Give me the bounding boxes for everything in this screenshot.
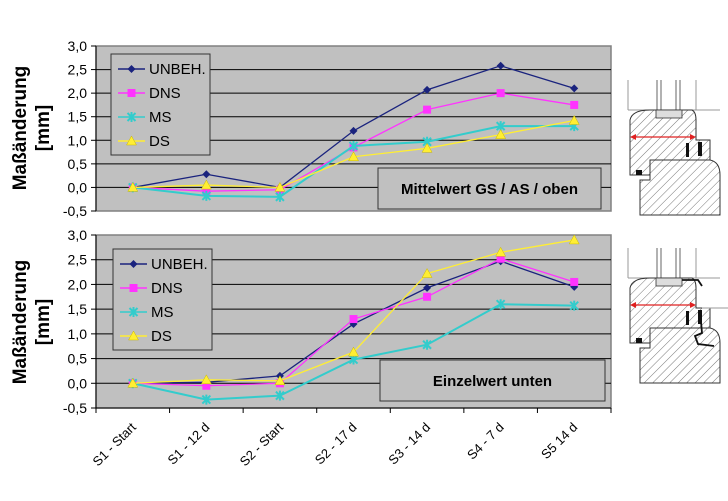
profile-drawing-bottom xyxy=(627,248,728,384)
y-tick-label: 0,5 xyxy=(68,351,88,367)
legend-item: MS xyxy=(151,304,174,321)
series-ms xyxy=(128,299,579,405)
legend-item: DNS xyxy=(151,280,183,297)
annotation-einzelwert: Einzelwert unten xyxy=(379,359,606,402)
series-ds xyxy=(127,114,580,192)
y-tick-label: 2,0 xyxy=(68,276,88,292)
legend-item: DS xyxy=(149,133,170,150)
y-tick-label: 1,0 xyxy=(68,132,88,148)
x-tick-label: S2 - 17 d xyxy=(312,420,360,468)
x-tick-label: S2 - Start xyxy=(237,419,287,469)
y-tick-label: 0,0 xyxy=(68,179,88,195)
y-tick-label: 1,5 xyxy=(68,109,88,125)
legend: UNBEH. DNS MS DS xyxy=(110,53,211,156)
y-tick-label: 3,0 xyxy=(68,227,88,243)
y-tick-label: 2,5 xyxy=(68,62,88,78)
y-tick-label: 1,0 xyxy=(68,326,88,342)
x-tick-label: S1 - Start xyxy=(89,419,139,469)
y-tick-label: -0,5 xyxy=(63,203,87,219)
legend-item: DS xyxy=(151,328,172,345)
legend-item: UNBEH. xyxy=(149,61,206,78)
series-ds xyxy=(127,234,580,388)
svg-text:Einzelwert unten: Einzelwert unten xyxy=(433,373,552,390)
profile-drawing-top xyxy=(627,80,721,216)
y-axis-label: Maßänderung [mm] xyxy=(10,66,54,191)
x-tick-label: S4 - 7 d xyxy=(464,420,507,463)
y-tick-label: 0,5 xyxy=(68,156,88,172)
y-tick-label: 2,5 xyxy=(68,252,88,268)
x-tick-label: S3 - 14 d xyxy=(385,420,433,468)
y-tick-label: 3,0 xyxy=(68,38,88,54)
y-tick-label: -0,5 xyxy=(63,400,87,416)
svg-text:Mittelwert GS / AS / oben: Mittelwert GS / AS / oben xyxy=(401,181,578,198)
legend-item: DNS xyxy=(149,85,181,102)
annotation-mittelwert: Mittelwert GS / AS / oben xyxy=(377,167,602,210)
x-tick-label: S5 14 d xyxy=(538,420,580,462)
legend-item: UNBEH. xyxy=(151,256,208,273)
legend: UNBEH. DNS MS DS xyxy=(112,248,213,351)
y-tick-label: 0,0 xyxy=(68,375,88,391)
y-tick-label: 2,0 xyxy=(68,85,88,101)
y-tick-label: 1,5 xyxy=(68,301,88,317)
x-tick-label: S1 - 12 d xyxy=(165,420,213,468)
y-axis-label: Maßänderung [mm] xyxy=(10,260,54,385)
chart-top: 3,0 2,5 2,0 1,5 1,0 0,5 0,0 -0,5 UNBEH. DNS MS DS Mi… xyxy=(10,38,612,219)
legend-item: MS xyxy=(149,109,172,126)
chart-bottom: 3,0 2,5 2,0 1,5 1,0 0,5 0,0 -0,5S1 - Start S1 - … xyxy=(10,227,612,469)
